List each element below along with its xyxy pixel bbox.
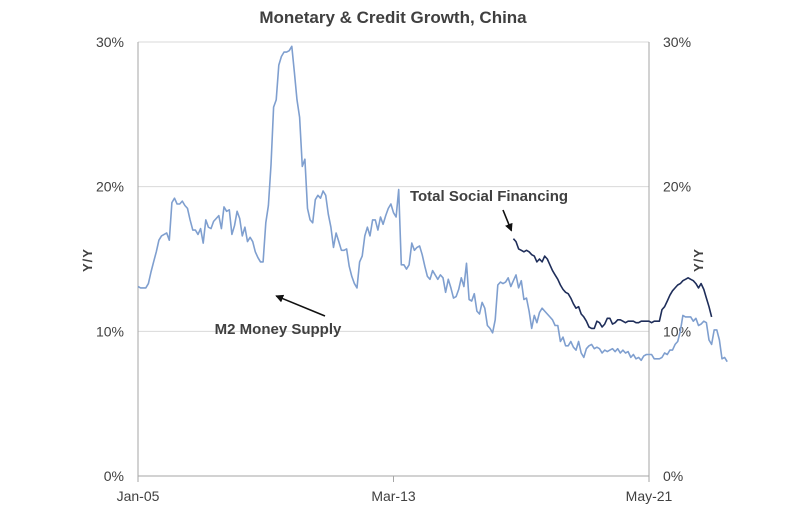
y-tick-label-left: 0% bbox=[104, 468, 124, 484]
y-tick-label-left: 30% bbox=[96, 34, 124, 50]
y-tick-label-right: 20% bbox=[663, 179, 691, 195]
x-tick-label: Mar-13 bbox=[371, 488, 416, 504]
series-group bbox=[137, 45, 728, 363]
y-tick-label-right: 0% bbox=[663, 468, 683, 484]
y-ticks-left: 0% 10% 20% 30% bbox=[96, 34, 124, 484]
x-ticks: Jan-05 Mar-13 May-21 bbox=[117, 476, 673, 504]
series-line-m2-money-supply bbox=[137, 45, 728, 363]
y-tick-label-left: 20% bbox=[96, 179, 124, 195]
y-tick-label-right: 30% bbox=[663, 34, 691, 50]
y-axis-label-right: Y/Y bbox=[691, 248, 706, 272]
annotation-arrow-m2-money-supply bbox=[275, 294, 326, 317]
y-tick-label-right: 10% bbox=[663, 323, 691, 339]
y-axis-label-left: Y/Y bbox=[80, 248, 95, 272]
annotations: Total Social Financing M2 Money Supply bbox=[215, 188, 568, 338]
annotation-total-social-financing: Total Social Financing bbox=[410, 188, 568, 205]
gridlines bbox=[138, 41, 649, 332]
chart-title: Monetary & Credit Growth, China bbox=[259, 8, 527, 27]
annotation-arrow-total-social-financing bbox=[502, 209, 513, 232]
annotation-m2-money-supply: M2 Money Supply bbox=[215, 321, 342, 338]
axes bbox=[137, 42, 650, 477]
y-ticks-right: 0% 10% 20% 30% bbox=[663, 34, 691, 484]
y-tick-label-left: 10% bbox=[96, 323, 124, 339]
series-line-total-social-financing bbox=[512, 238, 713, 330]
x-tick-label: Jan-05 bbox=[117, 488, 160, 504]
x-tick-label: May-21 bbox=[626, 488, 673, 504]
